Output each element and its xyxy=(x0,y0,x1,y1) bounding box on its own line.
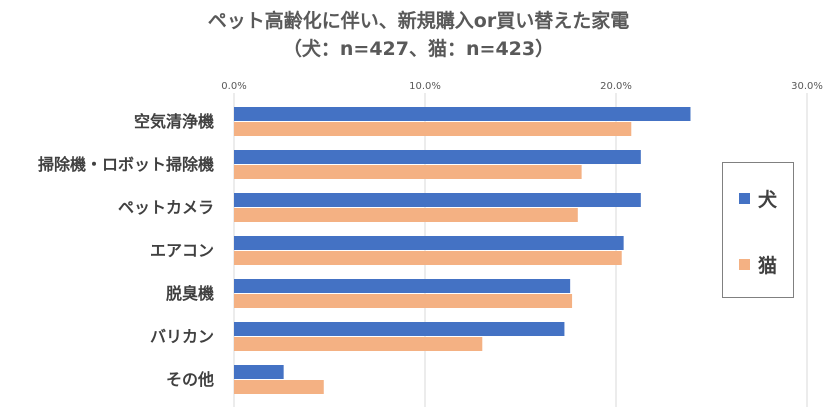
bar-cat xyxy=(234,208,578,222)
category-label: 掃除機・ロボット掃除機 xyxy=(38,155,214,174)
bar-dog xyxy=(234,193,641,207)
category-label: バリカン xyxy=(150,327,214,346)
legend-item-dog: 犬 xyxy=(739,185,777,212)
bar-dog xyxy=(234,279,571,293)
bar-cat xyxy=(234,380,324,394)
bar-dog xyxy=(234,150,641,164)
legend-swatch xyxy=(739,259,750,270)
bar-cat xyxy=(234,251,622,265)
legend-swatch xyxy=(739,193,750,204)
x-tick-label: 20.0% xyxy=(600,81,632,92)
x-tick-label: 30.0% xyxy=(791,81,823,92)
legend-label: 犬 xyxy=(758,189,778,211)
category-label: 空気清浄機 xyxy=(134,112,214,131)
chart-title: ペット高齢化に伴い、新規購入or買い替えた家電 xyxy=(207,10,630,32)
bar-dog xyxy=(234,322,565,336)
bar-cat xyxy=(234,294,573,308)
bar-dog xyxy=(234,365,284,379)
chart-subtitle: （犬：n=427、猫：n=423） xyxy=(282,38,555,60)
bar-cat xyxy=(234,122,632,136)
category-label: エアコン xyxy=(150,241,214,260)
x-tick-label: 0.0% xyxy=(221,81,246,92)
bar-cat xyxy=(234,165,582,179)
x-tick-label: 10.0% xyxy=(409,81,441,92)
legend: 犬 猫 xyxy=(722,162,794,298)
legend-item-cat: 猫 xyxy=(739,251,777,278)
category-label: ペットカメラ xyxy=(118,198,214,217)
bar-dog xyxy=(234,107,691,121)
bar-dog xyxy=(234,236,624,250)
legend-label: 猫 xyxy=(758,255,778,277)
bar-cat xyxy=(234,337,483,351)
category-label: 脱臭機 xyxy=(166,284,214,303)
category-label: その他 xyxy=(166,370,214,389)
